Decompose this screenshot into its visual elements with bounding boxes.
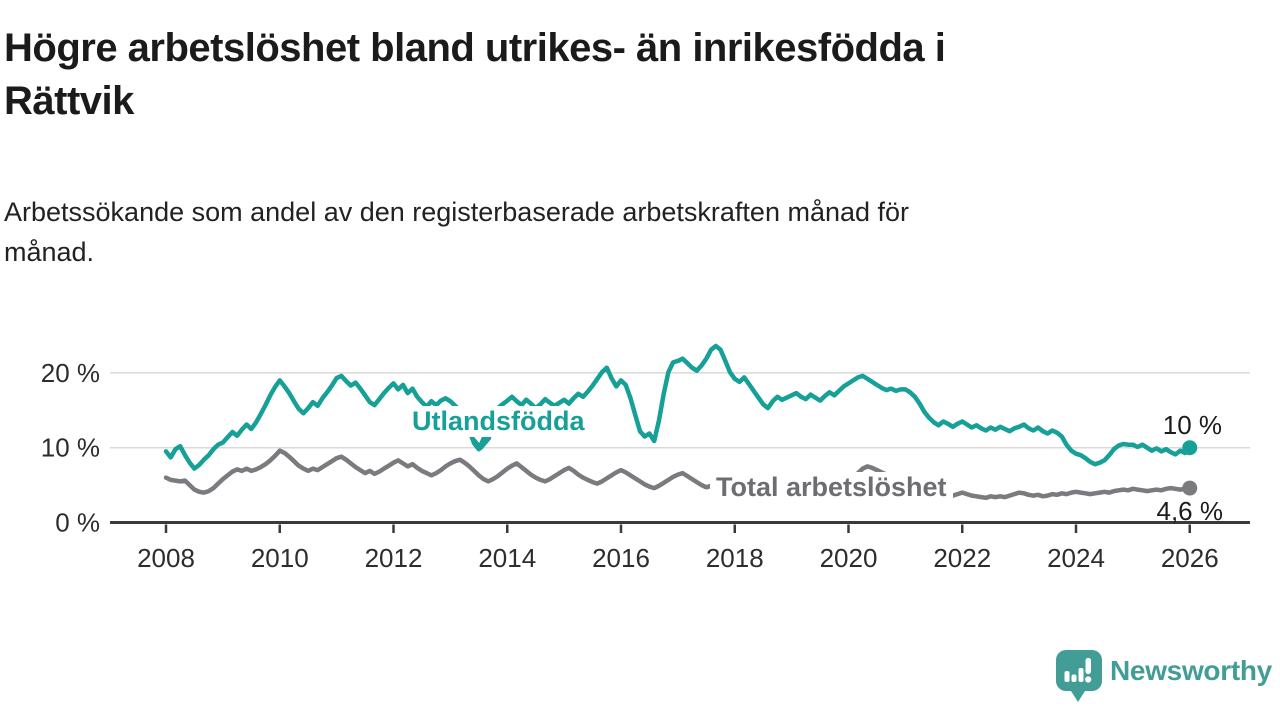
newsworthy-bubble-icon [1056,650,1102,702]
caret-down-icon [469,435,492,451]
series-label-total-arbetsloshet: Total arbetslöshet [710,472,953,503]
x-axis-tick-label: 2026 [1161,543,1219,573]
page-subtitle-line-2: månad. [4,237,95,267]
end-dot-total [1182,480,1198,496]
x-axis-tick-label: 2010 [251,543,309,573]
x-axis-tick-label: 2018 [706,543,764,573]
y-axis-tick-label: 10 % [41,433,100,463]
newsworthy-logo: Newsworthy [1056,650,1280,710]
y-axis-tick-label: 20 % [41,358,100,388]
line-series-total [163,448,1193,501]
x-axis-tick-label: 2008 [137,543,195,573]
page-title-line-1: Högre arbetslöshet bland utrikes- än inr… [4,26,946,70]
end-dot-utlandsfodda [1182,440,1198,456]
y-axis-tick-label: 0 % [55,508,100,538]
x-axis-tick-label: 2020 [820,543,878,573]
x-axis-tick-label: 2022 [933,543,991,573]
x-axis-tick-label: 2016 [592,543,650,573]
x-axis-tick-label: 2012 [365,543,423,573]
series-label-utlandsfodda: Utlandsfödda [406,406,591,437]
x-axis-tick-label: 2024 [1047,543,1105,573]
end-value-total: 4,6 % [1156,496,1224,526]
page-subtitle-line-1: Arbetssökande som andel av den registerb… [4,197,910,227]
newsworthy-wordmark: Newsworthy [1110,655,1272,686]
page-subtitle: Arbetssökande som andel av den registerb… [4,192,1244,272]
x-axis-tick-label: 2014 [478,543,536,573]
end-value-utlandsfodda: 10 % [1162,410,1222,440]
page-title-line-2: Rättvik [4,79,134,123]
line-series-utlandsfodda [163,343,1193,471]
page-title: Högre arbetslöshet bland utrikes- än inr… [4,22,1244,128]
